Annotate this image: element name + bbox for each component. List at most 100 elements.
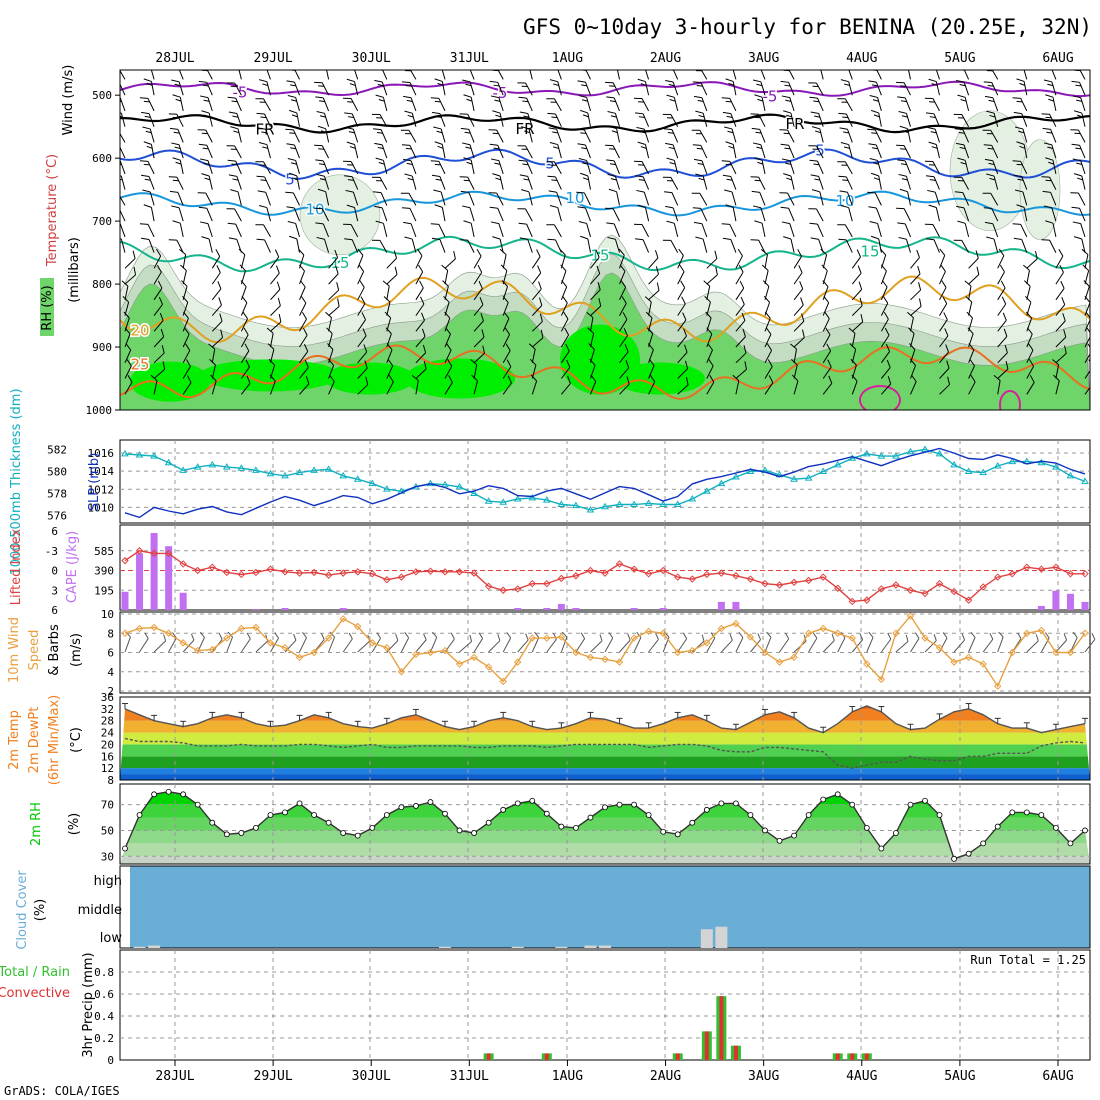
wind-barb [375,157,388,175]
thickness-point [470,489,478,496]
wind10-barb [1026,634,1039,653]
temp-band [120,705,1090,709]
wind10-barb [590,634,603,653]
rh2m-point [936,812,943,818]
wind-barb [374,142,388,159]
wind-barb [143,78,155,96]
wind-barb [499,248,507,269]
wind-barb [560,296,568,316]
wind-barb [1013,174,1028,190]
thickness-point [630,500,638,507]
wind-barb [344,175,359,190]
wind-barb [401,144,417,159]
wind-barb [199,95,213,112]
wind-barb [750,113,766,127]
wind-barb [954,128,970,143]
wind-barb [411,374,419,395]
wind-barb [267,343,275,363]
wind-barb [928,204,940,222]
wind-barb [997,296,1007,316]
wind10-barb [531,631,540,653]
wind-barb [150,374,158,395]
wind-barb [374,205,388,222]
wind-barb [666,157,679,175]
wind-barb [764,359,773,379]
wind-barb [386,374,394,395]
wind-barb [750,176,766,190]
wind-tick-label: 6 [107,647,114,660]
rh2m-point [1038,812,1045,818]
rh2m-point [994,823,1001,830]
wind-barb [732,374,740,395]
ylabel-ms: (m/s) [69,633,84,667]
wind-barb [255,161,271,175]
wind-barb [531,297,543,316]
wind-barb [531,249,541,269]
precip-tick-label: 0.2 [94,1032,114,1045]
wind-barb [328,298,340,316]
rh2m-point [674,831,681,838]
wind-barb [346,78,359,96]
wind-barb [314,144,330,159]
wind-barb [645,311,653,332]
thickness-point [877,452,886,459]
wind-barb [793,313,805,332]
thickness-point [121,449,129,457]
wind-barb [735,345,747,364]
wind10-point [935,643,944,652]
thickness-point [557,500,566,507]
wind-barb [1052,359,1060,379]
wind-barb [266,327,274,348]
lifted-index-point [877,585,886,593]
wind-barb [633,160,650,175]
wind-barb [357,328,367,348]
lifted-index-point [383,576,391,584]
wind-barb [383,296,391,316]
wind-barb [403,158,417,175]
lifted-index-tick-label: -3 [45,545,58,558]
thickness-point [950,460,958,468]
rh2m-point [383,812,390,818]
lifted-index-point [892,581,900,589]
wind-barb [939,360,950,379]
wind-barb [811,126,824,143]
wind-barb [820,248,828,269]
wind-barb [898,173,911,190]
wind10-point [586,653,595,662]
wind-barb [502,359,512,379]
wind-barb [343,97,359,112]
wind-barb [462,205,475,222]
wind-barb [848,327,856,348]
wind-barb [607,236,620,253]
wind-barb [606,222,620,238]
thickness-point [1066,471,1075,479]
wind-barb [1025,311,1033,332]
wind10-point [979,660,987,668]
thickness-point [266,469,275,477]
wind-barb [471,374,478,395]
wind-barb [898,111,911,127]
wind-barb [735,328,746,348]
wind-barb [549,142,562,159]
wind-barb [153,280,163,301]
wind-barb [287,95,300,112]
wind-barb [754,94,766,112]
wind-barb [299,327,308,348]
wind-barb [662,176,679,190]
wind-barb [530,374,538,395]
wind-barb [898,236,911,253]
wind-barb [124,266,137,285]
wind-barb [692,81,708,96]
thickness-point [586,506,595,513]
thickness-point [542,496,551,503]
rh2m-point [747,812,754,818]
wind10-point [383,643,391,652]
lifted-index-point [484,582,493,591]
isotherm-label-FR: FR [785,115,804,133]
rh2m-point [834,791,841,798]
wind-barb [605,207,620,222]
wind-barb [780,206,795,222]
wind-barb [357,248,364,269]
wind-barb [400,192,417,206]
lifted-index-point [441,568,449,576]
